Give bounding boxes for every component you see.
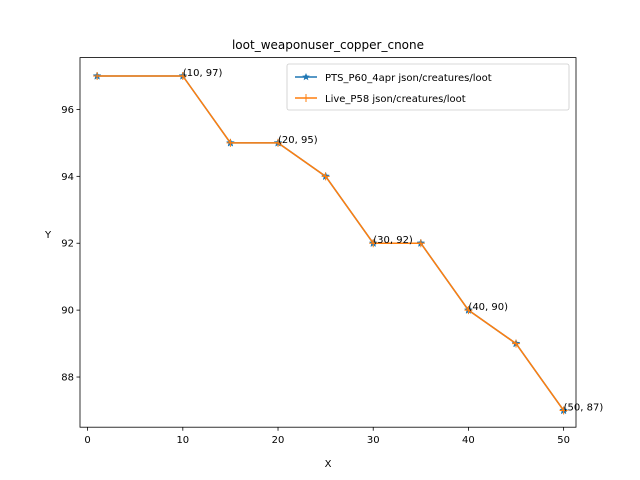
y-tick-label: 88 bbox=[61, 373, 74, 384]
data-point bbox=[321, 172, 330, 181]
point-annotation: (20, 95) bbox=[278, 135, 318, 146]
y-tick-label: 94 bbox=[61, 172, 74, 183]
data-point bbox=[464, 306, 473, 315]
legend: PTS_P60_4apr json/creatures/loot Live_P58… bbox=[286, 63, 570, 111]
point-annotation: (30, 92) bbox=[373, 235, 413, 246]
legend-label: Live_P58 json/creatures/loot bbox=[325, 94, 466, 105]
data-point bbox=[93, 71, 102, 80]
point-annotation: (40, 90) bbox=[468, 302, 508, 313]
data-point bbox=[178, 71, 187, 80]
data-point bbox=[416, 239, 425, 248]
series-line bbox=[97, 75, 565, 411]
series-layer bbox=[92, 71, 569, 415]
plot-area bbox=[79, 57, 577, 428]
series-1 bbox=[92, 71, 569, 415]
point-annotation: (10, 97) bbox=[183, 68, 223, 79]
chart-title: loot_weaponuser_copper_cnone bbox=[232, 38, 424, 52]
data-point bbox=[274, 138, 283, 147]
legend-box bbox=[286, 63, 570, 111]
y-tick-label: 90 bbox=[61, 306, 74, 317]
y-tick-label: 92 bbox=[61, 239, 74, 250]
legend-entry: PTS_P60_4apr json/creatures/loot bbox=[295, 73, 492, 84]
annotations: (10, 97) (20, 95) (30, 92) (40, 90) (50, 87) bbox=[183, 68, 604, 413]
x-axis-label: X bbox=[325, 459, 332, 470]
data-point bbox=[226, 138, 235, 147]
y-tick-label: 96 bbox=[61, 105, 74, 116]
legend-entry: Live_P58 json/creatures/loot bbox=[295, 94, 466, 105]
x-tick-label: 0 bbox=[84, 435, 90, 446]
legend-label: PTS_P60_4apr json/creatures/loot bbox=[325, 73, 492, 84]
x-tick-label: 10 bbox=[176, 435, 189, 446]
x-tick-label: 30 bbox=[367, 435, 380, 446]
data-point bbox=[559, 406, 568, 415]
point-annotation: (50, 87) bbox=[564, 402, 604, 413]
y-axis-label: Y bbox=[44, 230, 52, 241]
data-point bbox=[369, 239, 378, 248]
x-tick-label: 20 bbox=[272, 435, 285, 446]
x-tick-label: 40 bbox=[462, 435, 475, 446]
x-axis: 0 10 20 30 40 50 bbox=[84, 427, 570, 446]
series-line bbox=[97, 75, 565, 411]
x-tick-label: 50 bbox=[557, 435, 570, 446]
data-point bbox=[512, 339, 521, 348]
legend-marker bbox=[302, 73, 310, 81]
y-axis: 88 90 92 94 96 bbox=[61, 105, 80, 384]
legend-marker bbox=[302, 94, 310, 102]
series-2 bbox=[93, 71, 568, 415]
